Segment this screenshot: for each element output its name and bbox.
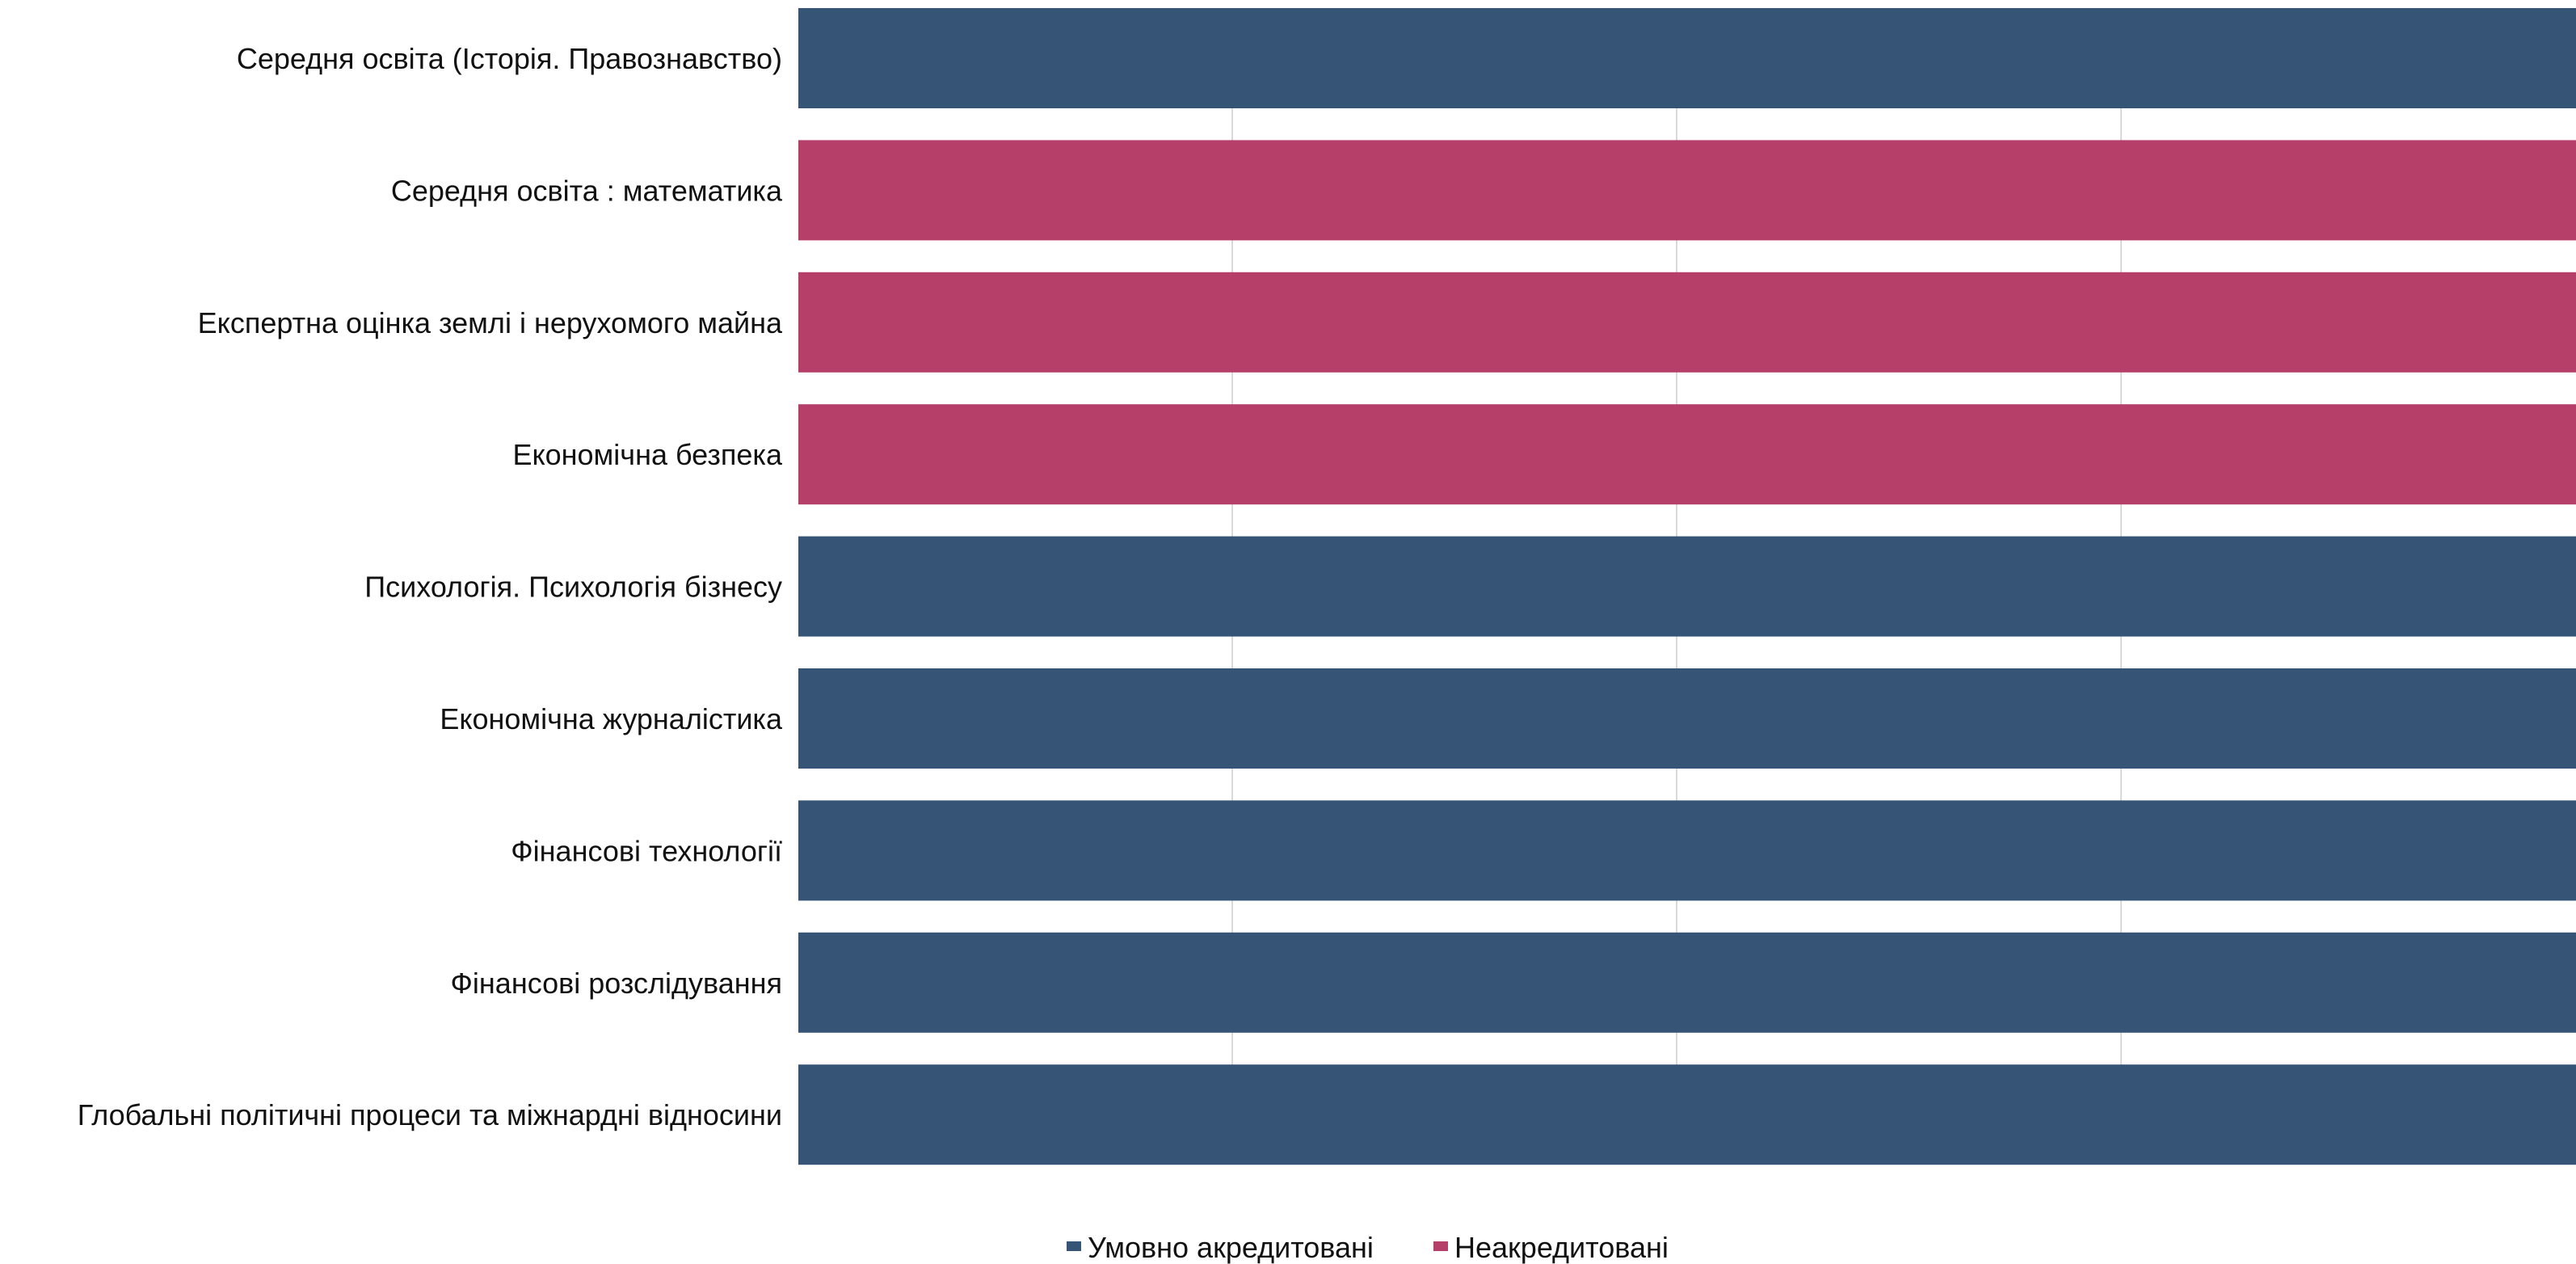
legend-swatch-conditionally-accredited [1067, 1241, 1081, 1251]
category-label-4: Економічна безпека [512, 438, 783, 471]
category-labels: Середня освіта (Історія. Правознавство) С… [78, 42, 783, 1131]
bar-5 [798, 536, 2576, 637]
bar-8 [798, 932, 2576, 1033]
category-label-7: Фінансові технології [511, 834, 782, 867]
bar-3 [798, 272, 2576, 373]
category-label-3: Експертна оцінка землі і нерухомого майн… [198, 306, 783, 339]
category-label-5: Психологія. Психологія бізнесу [364, 571, 782, 604]
bar-2 [798, 140, 2576, 241]
legend-swatch-not-accredited [1433, 1241, 1448, 1251]
bar-7 [798, 800, 2576, 901]
bar-1 [798, 8, 2576, 108]
bar-9 [798, 1064, 2576, 1165]
category-label-6: Економічна журналістика [440, 702, 783, 735]
bar-4 [798, 404, 2576, 505]
bars [798, 8, 2576, 1165]
category-label-2: Середня освіта : математика [391, 174, 783, 207]
category-label-9: Глобальні політичні процеси та міжнарднi… [78, 1098, 782, 1131]
category-label-1: Середня освіта (Історія. Правознавство) [237, 42, 782, 75]
category-label-8: Фінансові розслідування [451, 967, 782, 1000]
legend-label-conditionally-accredited: Умовно акредитовані [1088, 1231, 1374, 1264]
legend: Умовно акредитовані Неакредитовані [1067, 1231, 1669, 1264]
legend-label-not-accredited: Неакредитовані [1454, 1231, 1669, 1264]
bar-6 [798, 668, 2576, 769]
